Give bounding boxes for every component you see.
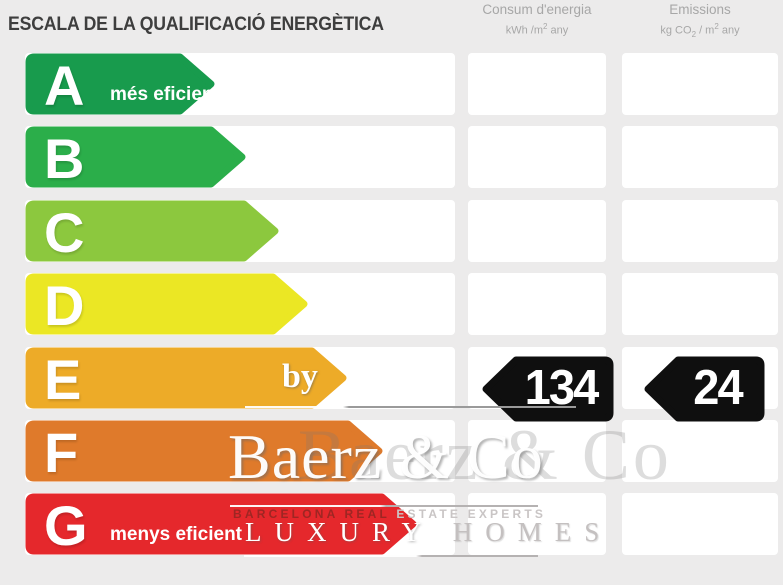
emissions-value-badge-number: 24 <box>693 361 743 415</box>
emissions-cell-D <box>622 273 778 335</box>
grade-letter-C: C <box>44 201 85 264</box>
rating-arrow-B <box>25 126 246 188</box>
column-header-emissions: Emissions kg CO2 / m2 any <box>618 2 782 40</box>
grade-letter-D: D <box>44 274 85 337</box>
rating-row-D: D <box>0 273 783 337</box>
emissions-header-unit: kg CO2 / m2 any <box>660 21 740 39</box>
grade-label-A: més eficient <box>110 84 220 105</box>
page-title: ESCALA DE LA QUALIFICACIÓ ENERGÈTICA <box>8 14 384 35</box>
emissions-cell-C <box>622 200 778 262</box>
rating-arrow-F <box>25 420 383 482</box>
emissions-cell-B <box>622 126 778 188</box>
column-header-consum: Consum d'energia kWh /m2 any <box>462 2 612 38</box>
rating-arrow-E <box>25 347 347 409</box>
consum-value-badge-number: 134 <box>524 361 600 415</box>
rating-arrow-C <box>25 200 279 262</box>
rating-arrow-D <box>25 273 308 335</box>
rating-arrow-G <box>25 493 417 555</box>
emissions-cell-A <box>622 53 778 115</box>
emissions-cell-F <box>622 420 778 482</box>
consum-header-label: Consum d'energia <box>482 2 592 17</box>
consum-header-unit: kWh /m2 any <box>505 21 569 37</box>
rating-row-F: F <box>0 420 783 484</box>
grade-label-G: menys eficient <box>110 524 242 545</box>
grade-letter-E: E <box>44 348 82 411</box>
emissions-header-label: Emissions <box>669 2 731 17</box>
consum-value-badge: 134 <box>480 356 614 422</box>
consum-cell-A <box>468 53 606 115</box>
grade-letter-F: F <box>44 421 79 484</box>
consum-cell-D <box>468 273 606 335</box>
consum-cell-F <box>468 420 606 482</box>
watermark-divider-bottom <box>244 555 538 557</box>
grade-letter-G: G <box>44 494 88 557</box>
rating-arrow-A <box>25 53 215 115</box>
consum-cell-C <box>468 200 606 262</box>
grade-letter-B: B <box>44 127 85 190</box>
consum-cell-G <box>468 493 606 555</box>
grade-letter-A: A <box>44 54 85 117</box>
rating-row-C: C <box>0 200 783 264</box>
rating-row-B: B <box>0 126 783 190</box>
emissions-value-badge: 24 <box>642 356 765 422</box>
emissions-cell-G <box>622 493 778 555</box>
consum-cell-B <box>468 126 606 188</box>
